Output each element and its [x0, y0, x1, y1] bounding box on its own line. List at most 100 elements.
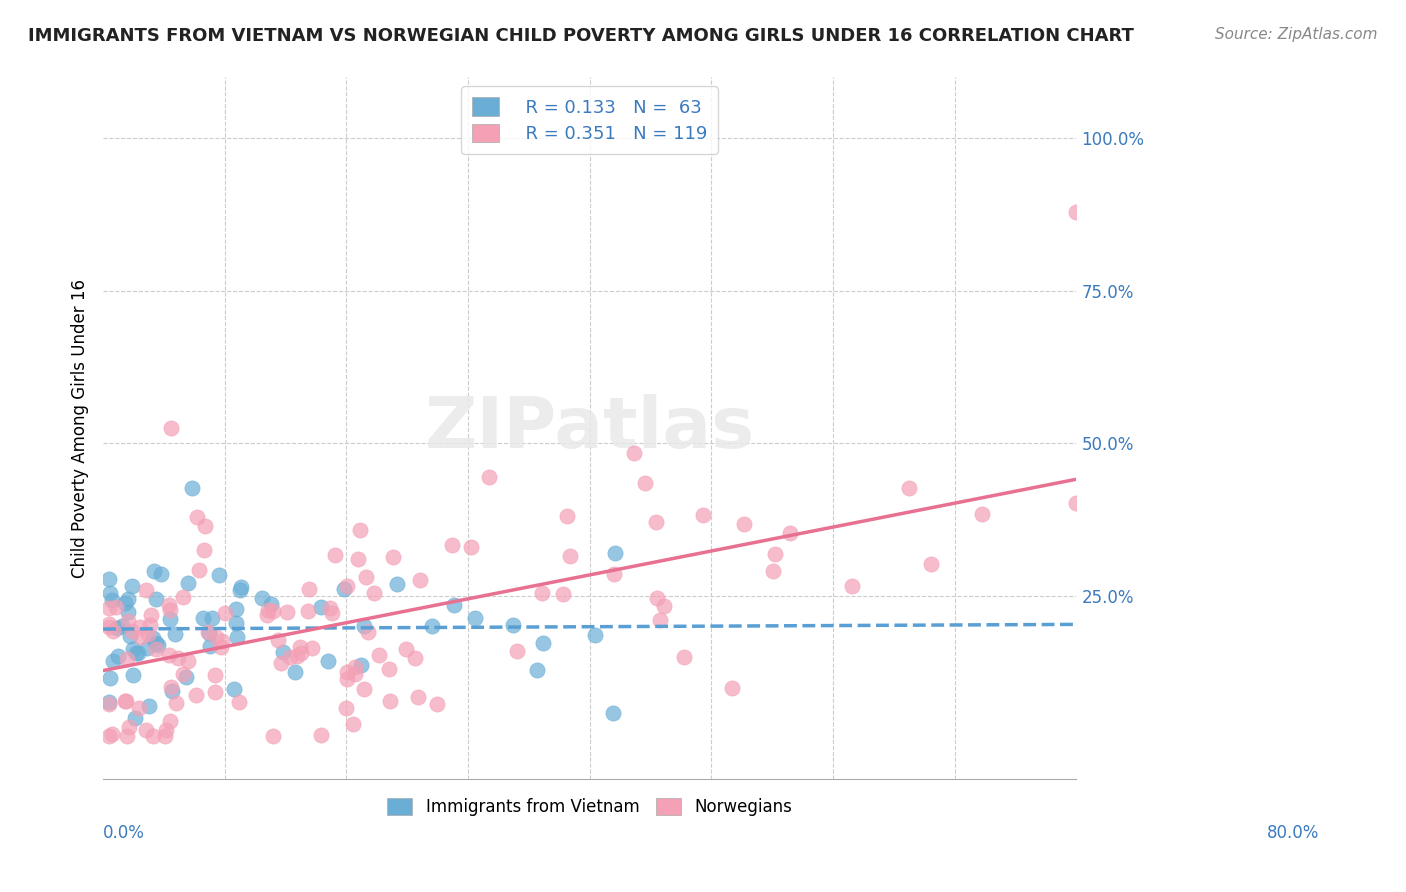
Point — [124, 711, 146, 725]
Point — [214, 607, 236, 621]
Text: ZIPatlas: ZIPatlas — [425, 393, 755, 463]
Point — [159, 714, 181, 728]
Point — [385, 577, 408, 591]
Point — [325, 548, 347, 562]
Point — [301, 640, 323, 655]
Point — [443, 598, 465, 612]
Point — [165, 696, 187, 710]
Point — [335, 579, 357, 593]
Point — [231, 580, 253, 594]
Point — [105, 621, 128, 635]
Point — [98, 586, 121, 600]
Point — [146, 638, 169, 652]
Point — [129, 630, 152, 644]
Point — [225, 615, 247, 630]
Point — [673, 650, 696, 665]
Point — [440, 538, 463, 552]
Point — [350, 657, 373, 672]
Point — [271, 644, 294, 658]
Point — [124, 646, 146, 660]
Point — [505, 644, 527, 658]
Point — [761, 564, 783, 578]
Point — [142, 729, 165, 743]
Point — [193, 542, 215, 557]
Point — [344, 659, 367, 673]
Point — [208, 568, 231, 582]
Point — [117, 605, 139, 619]
Point — [98, 617, 121, 632]
Point — [333, 582, 356, 596]
Point — [354, 570, 377, 584]
Point — [464, 610, 486, 624]
Point — [342, 716, 364, 731]
Point — [159, 603, 181, 617]
Point — [406, 690, 429, 704]
Point — [267, 633, 290, 648]
Point — [645, 591, 668, 606]
Point — [118, 720, 141, 734]
Point — [898, 481, 921, 495]
Point — [204, 667, 226, 681]
Point — [224, 682, 246, 697]
Point — [257, 603, 280, 617]
Point — [115, 693, 138, 707]
Point — [309, 600, 332, 615]
Point — [115, 651, 138, 665]
Point — [117, 614, 139, 628]
Point — [460, 541, 482, 555]
Point — [623, 445, 645, 459]
Point — [136, 626, 159, 640]
Point — [197, 625, 219, 640]
Point — [316, 654, 339, 668]
Point — [357, 625, 380, 640]
Point — [101, 653, 124, 667]
Point — [98, 695, 121, 709]
Point — [101, 727, 124, 741]
Point — [420, 619, 443, 633]
Point — [297, 582, 319, 596]
Point — [200, 639, 222, 653]
Point — [98, 600, 121, 615]
Point — [98, 620, 121, 634]
Point — [841, 579, 863, 593]
Point — [111, 619, 134, 633]
Point — [349, 524, 371, 538]
Point — [602, 706, 624, 721]
Point — [103, 624, 125, 639]
Point — [654, 599, 676, 613]
Point — [347, 552, 370, 566]
Point — [98, 573, 121, 587]
Point — [1066, 496, 1088, 510]
Point — [211, 634, 233, 648]
Point — [363, 585, 385, 599]
Point — [336, 673, 359, 687]
Point — [226, 630, 249, 644]
Point — [172, 666, 194, 681]
Text: 80.0%: 80.0% — [1267, 824, 1320, 842]
Point — [1066, 204, 1088, 219]
Point — [353, 619, 375, 633]
Point — [228, 695, 250, 709]
Point — [127, 646, 149, 660]
Point — [381, 550, 404, 565]
Point — [970, 507, 993, 521]
Point — [290, 640, 312, 655]
Point — [204, 685, 226, 699]
Point — [319, 601, 342, 615]
Point — [645, 515, 668, 529]
Point — [139, 618, 162, 632]
Point — [142, 631, 165, 645]
Point — [107, 648, 129, 663]
Text: 0.0%: 0.0% — [103, 824, 145, 842]
Point — [378, 694, 401, 708]
Point — [114, 694, 136, 708]
Point — [115, 729, 138, 743]
Point — [920, 557, 942, 571]
Point — [120, 629, 142, 643]
Point — [145, 636, 167, 650]
Point — [634, 476, 657, 491]
Point — [135, 583, 157, 598]
Point — [228, 582, 250, 597]
Point — [321, 606, 343, 620]
Point — [477, 470, 499, 484]
